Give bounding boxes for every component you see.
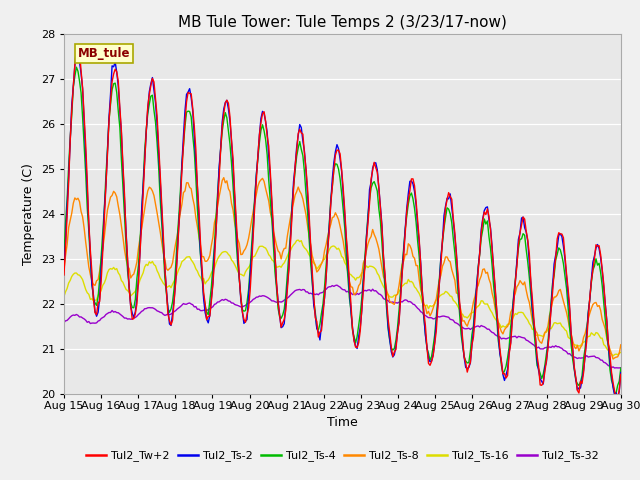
Text: MB_tule: MB_tule <box>78 47 131 60</box>
X-axis label: Time: Time <box>327 416 358 429</box>
Legend: Tul2_Tw+2, Tul2_Ts-2, Tul2_Ts-4, Tul2_Ts-8, Tul2_Ts-16, Tul2_Ts-32: Tul2_Tw+2, Tul2_Ts-2, Tul2_Ts-4, Tul2_Ts… <box>82 446 603 466</box>
Title: MB Tule Tower: Tule Temps 2 (3/23/17-now): MB Tule Tower: Tule Temps 2 (3/23/17-now… <box>178 15 507 30</box>
Y-axis label: Temperature (C): Temperature (C) <box>22 163 35 264</box>
